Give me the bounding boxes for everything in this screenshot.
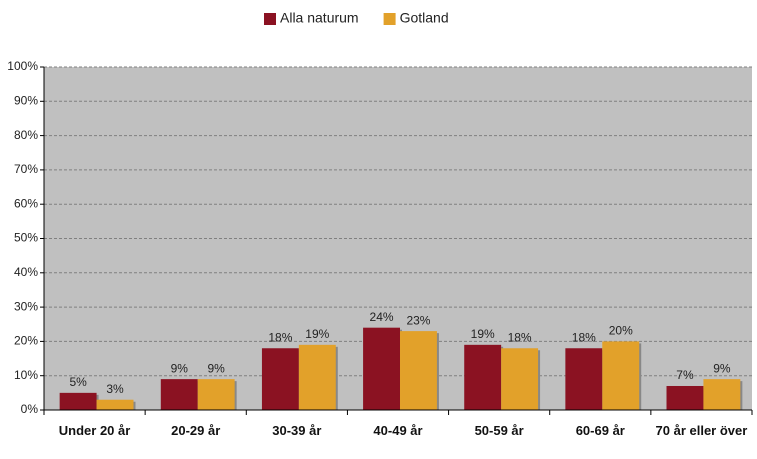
x-tick-label: 40-49 år xyxy=(373,423,423,438)
bar xyxy=(96,399,134,410)
bar xyxy=(298,344,336,410)
y-tick-label: 80% xyxy=(14,128,38,142)
x-tick-label: 20-29 år xyxy=(171,423,221,438)
value-label: 7% xyxy=(676,368,694,382)
bar xyxy=(363,327,400,410)
x-tick-label: 30-39 år xyxy=(272,423,322,438)
bar xyxy=(464,344,502,410)
y-tick-label: 100% xyxy=(7,59,38,73)
bar xyxy=(666,385,704,410)
value-label: 18% xyxy=(268,330,292,344)
value-label: 19% xyxy=(305,327,329,341)
y-tick-label: 0% xyxy=(21,402,39,416)
x-tick-label: 60-69 år xyxy=(575,423,625,438)
x-tick-label: 50-59 år xyxy=(474,423,524,438)
y-tick-label: 40% xyxy=(14,265,38,279)
legend-swatch xyxy=(383,13,396,25)
bar xyxy=(501,348,539,410)
value-label: 20% xyxy=(609,324,633,338)
value-label: 5% xyxy=(69,375,87,389)
y-tick-label: 10% xyxy=(14,368,38,382)
value-label: 18% xyxy=(508,330,532,344)
y-tick-label: 90% xyxy=(14,93,38,107)
bar xyxy=(160,379,198,410)
value-label: 19% xyxy=(471,327,495,341)
value-label: 24% xyxy=(370,310,394,324)
bar xyxy=(565,348,603,410)
y-tick-label: 30% xyxy=(14,299,38,313)
value-label: 23% xyxy=(406,313,430,327)
value-label: 3% xyxy=(106,382,124,396)
y-tick-label: 70% xyxy=(14,162,38,176)
bar xyxy=(703,379,741,410)
value-label: 9% xyxy=(208,361,226,375)
bar xyxy=(59,392,97,410)
bar xyxy=(400,331,437,410)
legend-swatch xyxy=(264,13,276,25)
legend-label: Gotland xyxy=(400,10,449,26)
y-tick-label: 20% xyxy=(14,334,38,348)
legend-label: Alla naturum xyxy=(280,10,359,26)
bar xyxy=(197,379,235,410)
y-tick-label: 60% xyxy=(14,196,38,210)
value-label: 9% xyxy=(171,361,189,375)
value-label: 18% xyxy=(572,330,596,344)
x-tick-label: Under 20 år xyxy=(58,423,131,438)
value-label: 9% xyxy=(713,361,731,375)
y-tick-label: 50% xyxy=(14,231,38,245)
bar xyxy=(602,341,640,410)
bar xyxy=(261,348,299,410)
x-tick-label: 70 år eller över xyxy=(655,423,748,438)
